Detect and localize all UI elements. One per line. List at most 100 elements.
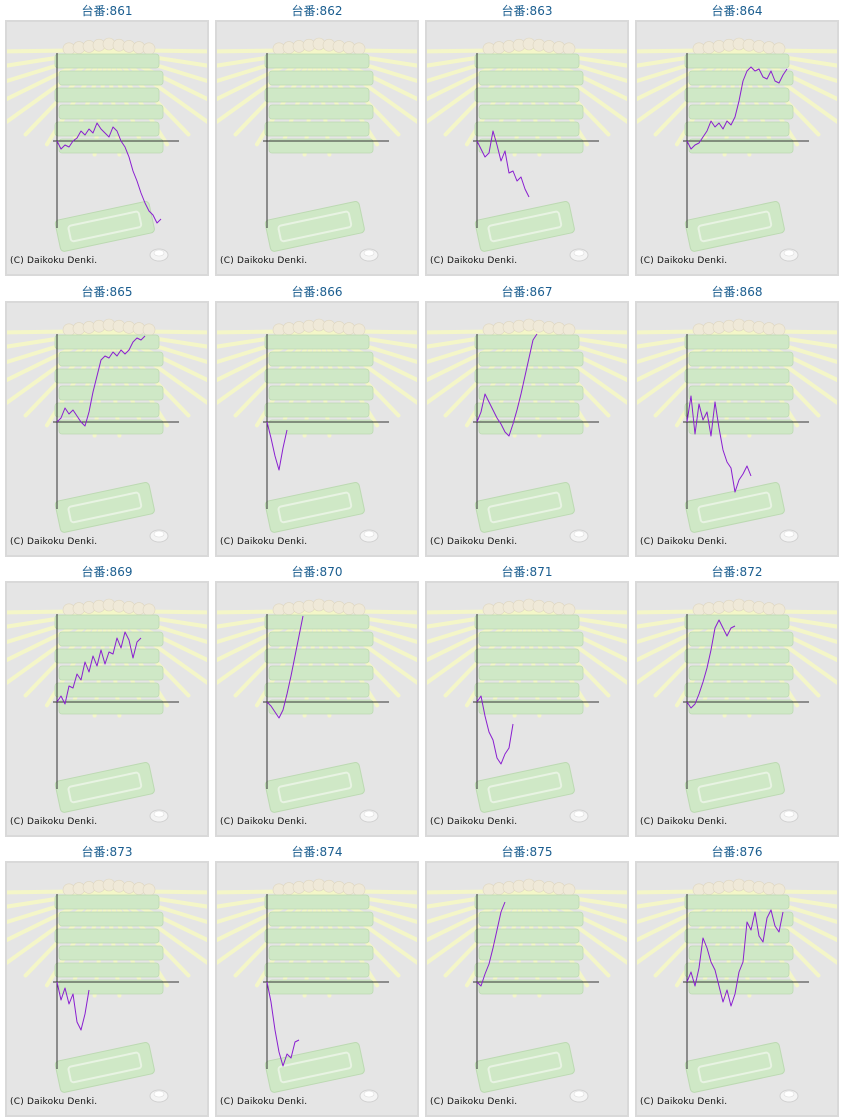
pachinko-ball-icon (569, 529, 589, 543)
slump-graph-panel[interactable]: (C) Daikoku Denki. (425, 861, 629, 1117)
copyright-text: (C) Daikoku Denki. (220, 256, 308, 266)
slump-graph-panel[interactable]: (C) Daikoku Denki. (635, 861, 839, 1117)
pachinko-machine-watermark-icon (7, 318, 207, 533)
machine-number-link[interactable]: 台番:870 (291, 565, 343, 579)
slump-graph-panel[interactable]: (C) Daikoku Denki. (635, 301, 839, 557)
copyright-text: (C) Daikoku Denki. (640, 1097, 728, 1107)
payout-series-line (686, 66, 788, 150)
payout-series-line (266, 421, 288, 471)
payout-series-line (266, 981, 300, 1067)
payout-series-line (266, 615, 304, 719)
slump-graph (427, 37, 627, 262)
machine-card: 台番:866 (C) Daikoku Denki. (215, 281, 419, 557)
copyright-text: (C) Daikoku Denki. (10, 537, 98, 547)
copyright-text: (C) Daikoku Denki. (640, 256, 728, 266)
slump-graph (637, 37, 837, 262)
machine-card: 台番:861 (C) Daikoku Denki. (5, 0, 209, 276)
copyright-text: (C) Daikoku Denki. (220, 817, 308, 827)
machine-card: 台番:868 (C) Daikoku Denki. (635, 281, 839, 557)
payout-series-line (56, 631, 142, 705)
pachinko-ball-icon (359, 248, 379, 262)
machine-number-link[interactable]: 台番:861 (81, 4, 133, 18)
copyright-text: (C) Daikoku Denki. (430, 817, 518, 827)
machine-number-link[interactable]: 台番:862 (291, 4, 343, 18)
payout-series-line (56, 122, 162, 224)
slump-graph-panel[interactable]: (C) Daikoku Denki. (425, 301, 629, 557)
slump-graph-panel[interactable]: (C) Daikoku Denki. (425, 20, 629, 276)
machine-card: 台番:874 (C) Daikoku Denki. (215, 841, 419, 1117)
pachinko-machine-watermark-icon (637, 878, 837, 1093)
slump-graph-panel[interactable]: (C) Daikoku Denki. (5, 301, 209, 557)
pachinko-ball-icon (569, 809, 589, 823)
machine-number-link[interactable]: 台番:868 (711, 285, 763, 299)
machine-number-link[interactable]: 台番:865 (81, 285, 133, 299)
slump-graph-panel[interactable]: (C) Daikoku Denki. (635, 581, 839, 837)
pachinko-ball-icon (149, 248, 169, 262)
pachinko-ball-icon (779, 529, 799, 543)
machine-card: 台番:867 (C) Daikoku Denki. (425, 281, 629, 557)
pachinko-machine-watermark-icon (217, 37, 417, 252)
machine-number-link[interactable]: 台番:873 (81, 845, 133, 859)
machine-card: 台番:872 (C) Daikoku Denki. (635, 561, 839, 837)
slump-graph-panel[interactable]: (C) Daikoku Denki. (215, 581, 419, 837)
slump-graph (637, 598, 837, 823)
pachinko-machine-watermark-icon (427, 878, 627, 1093)
slump-graph-panel[interactable]: (C) Daikoku Denki. (425, 581, 629, 837)
machine-number-link[interactable]: 台番:869 (81, 565, 133, 579)
copyright-text: (C) Daikoku Denki. (430, 537, 518, 547)
slump-graph (427, 598, 627, 823)
pachinko-machine-watermark-icon (217, 598, 417, 813)
copyright-text: (C) Daikoku Denki. (10, 1097, 98, 1107)
pachinko-machine-watermark-icon (427, 318, 627, 533)
pachinko-machine-watermark-icon (7, 37, 207, 252)
slump-graph (7, 878, 207, 1103)
pachinko-machine-watermark-icon (217, 878, 417, 1093)
slump-graph (217, 318, 417, 543)
pachinko-ball-icon (359, 809, 379, 823)
pachinko-machine-watermark-icon (217, 318, 417, 533)
slump-graph (7, 37, 207, 262)
copyright-text: (C) Daikoku Denki. (430, 1097, 518, 1107)
machine-number-link[interactable]: 台番:872 (711, 565, 763, 579)
payout-series-line (56, 981, 90, 1031)
machine-number-link[interactable]: 台番:866 (291, 285, 343, 299)
machine-number-link[interactable]: 台番:875 (501, 845, 553, 859)
slump-graph-panel[interactable]: (C) Daikoku Denki. (215, 20, 419, 276)
slump-graph-panel[interactable]: (C) Daikoku Denki. (215, 861, 419, 1117)
pachinko-machine-watermark-icon (637, 598, 837, 813)
slump-graph-panel[interactable]: (C) Daikoku Denki. (5, 861, 209, 1117)
payout-series-line (476, 901, 506, 987)
payout-series-line (476, 333, 538, 437)
machine-number-link[interactable]: 台番:863 (501, 4, 553, 18)
slump-graph-panel[interactable]: (C) Daikoku Denki. (5, 581, 209, 837)
slump-graph-panel[interactable]: (C) Daikoku Denki. (215, 301, 419, 557)
machine-number-link[interactable]: 台番:864 (711, 4, 763, 18)
pachinko-machine-watermark-icon (7, 598, 207, 813)
payout-series-line (686, 909, 784, 1007)
machine-card: 台番:864 (C) Daikoku Denki. (635, 0, 839, 276)
machine-card: 台番:870 (C) Daikoku Denki. (215, 561, 419, 837)
machine-number-link[interactable]: 台番:874 (291, 845, 343, 859)
copyright-text: (C) Daikoku Denki. (220, 537, 308, 547)
pachinko-ball-icon (149, 809, 169, 823)
copyright-text: (C) Daikoku Denki. (10, 817, 98, 827)
slump-graph-panel[interactable]: (C) Daikoku Denki. (635, 20, 839, 276)
payout-series-line (476, 130, 530, 198)
machine-number-link[interactable]: 台番:876 (711, 845, 763, 859)
machine-card: 台番:875 (C) Daikoku Denki. (425, 841, 629, 1117)
machine-card: 台番:876 (C) Daikoku Denki. (635, 841, 839, 1117)
pachinko-machine-watermark-icon (427, 37, 627, 252)
machine-card: 台番:862 (C) Daikoku Denki. (215, 0, 419, 276)
slump-graph (427, 878, 627, 1103)
slump-graph (427, 318, 627, 543)
machine-number-link[interactable]: 台番:871 (501, 565, 553, 579)
machine-card: 台番:865 (C) Daikoku Denki. (5, 281, 209, 557)
machine-card: 台番:863 (C) Daikoku Denki. (425, 0, 629, 276)
copyright-text: (C) Daikoku Denki. (640, 537, 728, 547)
pachinko-ball-icon (359, 529, 379, 543)
machine-number-link[interactable]: 台番:867 (501, 285, 553, 299)
slump-graph-panel[interactable]: (C) Daikoku Denki. (5, 20, 209, 276)
machine-card: 台番:869 (C) Daikoku Denki. (5, 561, 209, 837)
copyright-text: (C) Daikoku Denki. (640, 817, 728, 827)
